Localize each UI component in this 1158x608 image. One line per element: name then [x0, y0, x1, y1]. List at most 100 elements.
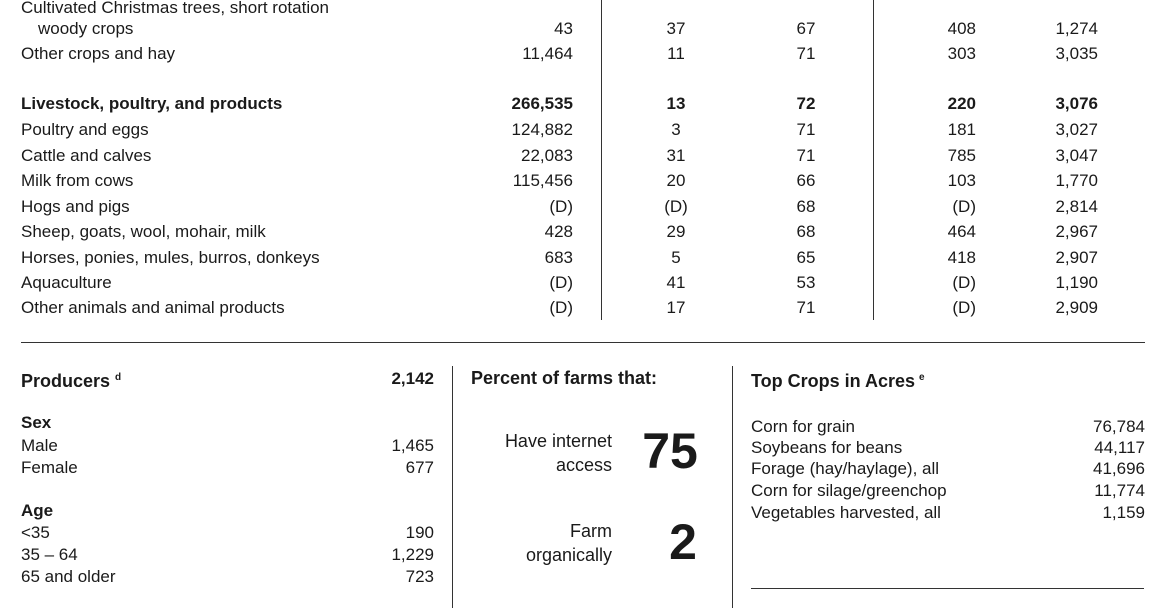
farms-value: 29: [666, 222, 686, 241]
row-label: Horses, ponies, mules, burros, donkeys: [21, 248, 320, 267]
rank-value: (D): [952, 298, 976, 317]
sales-value: 22,083: [521, 146, 573, 165]
total-value: 3,047: [1055, 146, 1098, 165]
crop-value: 41,696: [1093, 459, 1145, 478]
sales-value: 124,882: [511, 120, 573, 139]
rank-value: 408: [947, 19, 976, 38]
row-label: woody crops: [38, 19, 134, 38]
female-label: Female: [21, 458, 78, 477]
rank-value: 785: [947, 146, 976, 165]
female-value: 677: [405, 458, 434, 477]
internet-label-line2: access: [555, 455, 612, 475]
pct-value: 71: [796, 298, 816, 317]
total-value: 3,027: [1055, 120, 1098, 139]
column-divider: [601, 0, 602, 320]
pct-value: 68: [796, 197, 816, 216]
pct-value: 67: [796, 19, 816, 38]
top-crops-title: Top Crops in Acres e: [751, 368, 925, 391]
crop-value: 1,159: [1102, 503, 1145, 522]
pct-value: 53: [796, 273, 816, 292]
sales-value: 266,535: [511, 94, 573, 113]
row-label: Hogs and pigs: [21, 197, 130, 216]
age-lt35-label: <35: [21, 523, 50, 542]
row-label: Livestock, poultry, and products: [21, 94, 283, 113]
row-label: Other animals and animal products: [21, 298, 285, 317]
farms-value: 20: [666, 171, 686, 190]
sales-value: 11,464: [522, 44, 573, 63]
total-value: 1,190: [1055, 273, 1098, 292]
total-value: 2,814: [1055, 197, 1098, 216]
sales-value: 43: [554, 19, 573, 38]
farms-value: 17: [666, 298, 686, 317]
total-value: 2,967: [1055, 222, 1098, 241]
farms-value: 13: [666, 94, 686, 113]
rank-value: 220: [947, 94, 976, 113]
row-label: Poultry and eggs: [21, 120, 149, 139]
percent-farms-title: Percent of farms that:: [471, 368, 658, 388]
rank-value: (D): [952, 197, 976, 216]
age-35-64-label: 35 – 64: [21, 545, 78, 564]
total-value: 2,909: [1055, 298, 1098, 317]
pct-value: 72: [796, 94, 816, 113]
total-value: 2,907: [1055, 248, 1098, 267]
sales-value: 115,456: [512, 171, 573, 190]
crop-value: 11,774: [1094, 481, 1145, 500]
row-label: Sheep, goats, wool, mohair, milk: [21, 222, 266, 241]
age-65-value: 723: [405, 567, 434, 586]
producers-title: Producers d: [21, 368, 121, 391]
sales-value: (D): [549, 298, 573, 317]
panel-divider: [732, 366, 733, 608]
farms-value: 11: [667, 44, 685, 63]
farms-value: 3: [671, 120, 681, 139]
rank-value: (D): [952, 273, 976, 292]
crop-value: 44,117: [1094, 438, 1145, 457]
top-crops-footnote: e: [919, 372, 925, 383]
rank-value: 303: [947, 44, 976, 63]
sales-value: 683: [544, 248, 573, 267]
row-label: Cattle and calves: [21, 146, 152, 165]
total-value: 1,274: [1055, 19, 1098, 38]
internet-label-line1: Have internet: [504, 431, 612, 451]
section-divider: [21, 342, 1145, 343]
rank-value: 181: [947, 120, 976, 139]
age-35-64-value: 1,229: [391, 545, 434, 564]
organic-percent: 2: [669, 514, 697, 570]
farms-value: 5: [671, 248, 681, 267]
rank-value: 464: [947, 222, 976, 241]
crop-label: Corn for grain: [751, 417, 855, 436]
internet-percent: 75: [642, 423, 698, 479]
sales-value: (D): [549, 197, 573, 216]
male-value: 1,465: [391, 436, 434, 455]
sales-value: (D): [549, 273, 573, 292]
pct-value: 68: [796, 222, 816, 241]
producers-total: 2,142: [391, 369, 434, 388]
crop-label: Corn for silage/greenchop: [751, 481, 947, 500]
age-heading: Age: [21, 501, 54, 520]
top-crops-title-text: Top Crops in Acres: [751, 371, 916, 391]
producers-title-text: Producers: [21, 371, 111, 391]
pct-value: 71: [796, 146, 816, 165]
column-divider: [873, 0, 874, 320]
age-lt35-value: 190: [405, 523, 434, 542]
total-value: 3,035: [1055, 44, 1098, 63]
total-value: 1,770: [1055, 171, 1098, 190]
sales-value: 428: [544, 222, 573, 241]
producers-footnote: d: [115, 372, 122, 383]
pct-value: 65: [796, 248, 816, 267]
farms-value: 41: [666, 273, 686, 292]
crop-label: Forage (hay/haylage), all: [751, 459, 940, 478]
rank-value: 103: [947, 171, 976, 190]
crop-label: Soybeans for beans: [751, 438, 903, 457]
farms-value: 37: [666, 19, 686, 38]
pct-value: 66: [796, 171, 816, 190]
organic-label-line2: organically: [525, 545, 612, 565]
age-65-label: 65 and older: [21, 567, 116, 586]
row-label: Milk from cows: [21, 171, 134, 190]
panel-divider: [452, 366, 453, 608]
total-value: 3,076: [1055, 94, 1098, 113]
male-label: Male: [21, 436, 58, 455]
top-crops-divider: [751, 588, 1144, 589]
row-label: Cultivated Christmas trees, short rotati…: [21, 0, 330, 17]
rank-value: 418: [947, 248, 976, 267]
crop-label: Vegetables harvested, all: [751, 503, 941, 522]
